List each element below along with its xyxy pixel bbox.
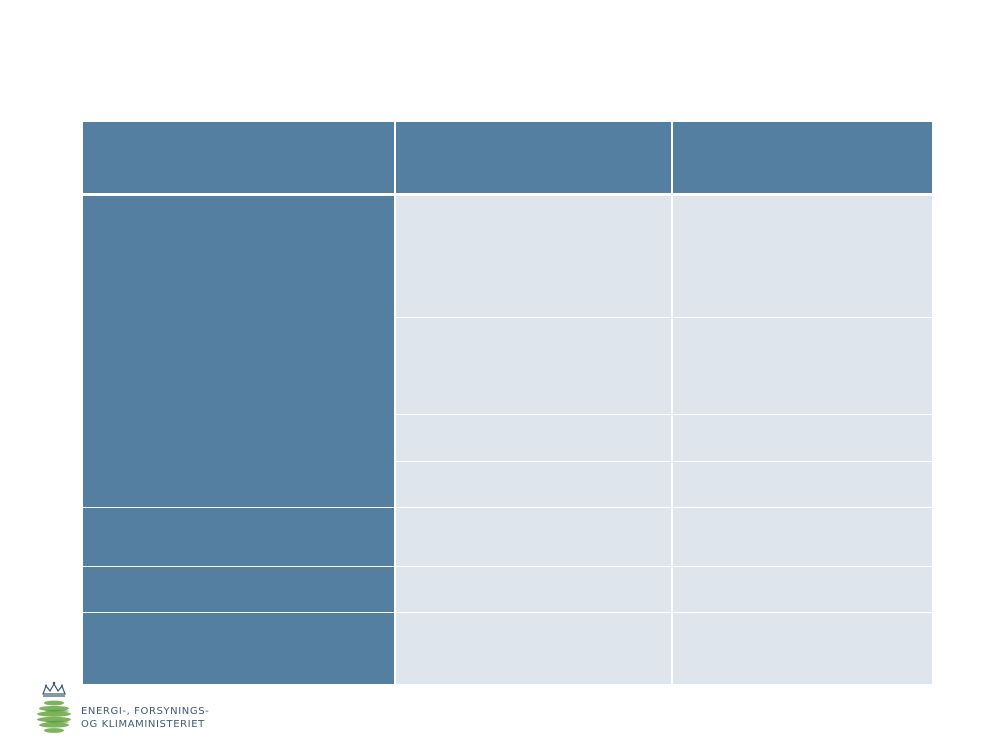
- row-header: [83, 612, 396, 684]
- table-cell: [395, 461, 673, 508]
- row-header: [83, 566, 396, 613]
- table-cell: [672, 414, 932, 462]
- table-cell: [395, 566, 673, 613]
- row-header-group-1: [83, 194, 396, 508]
- data-table: [83, 122, 932, 685]
- logo-text-line-2: OG KLIMAMINISTERIET: [81, 719, 205, 730]
- table-row: [83, 414, 932, 462]
- table-cell: [395, 507, 673, 567]
- header-cell-1: [83, 122, 396, 196]
- table-row: [83, 612, 932, 684]
- crown-globe-icon: [37, 681, 71, 733]
- table-cell: [395, 414, 673, 462]
- table-header-row: [83, 122, 932, 196]
- table-row: [83, 566, 932, 613]
- table-row: [83, 461, 932, 508]
- row-header: [83, 507, 396, 567]
- table-cell: [395, 317, 673, 415]
- ministry-logo: ENERGI-, FORSYNINGS- OG KLIMAMINISTERIET: [36, 681, 210, 737]
- table-cell: [672, 461, 932, 508]
- table-cell: [672, 612, 932, 684]
- table-cell: [672, 194, 932, 318]
- header-cell-2: [395, 122, 673, 196]
- logo-text-line-1: ENERGI-, FORSYNINGS-: [81, 706, 210, 717]
- table-cell: [672, 566, 932, 613]
- table-cell: [395, 194, 673, 318]
- table-row: [83, 317, 932, 415]
- header-cell-3: [672, 122, 932, 196]
- table-row: [83, 507, 932, 567]
- table-cell: [672, 317, 932, 415]
- table-cell: [395, 612, 673, 684]
- table-cell: [672, 507, 932, 567]
- table-row: [83, 194, 932, 508]
